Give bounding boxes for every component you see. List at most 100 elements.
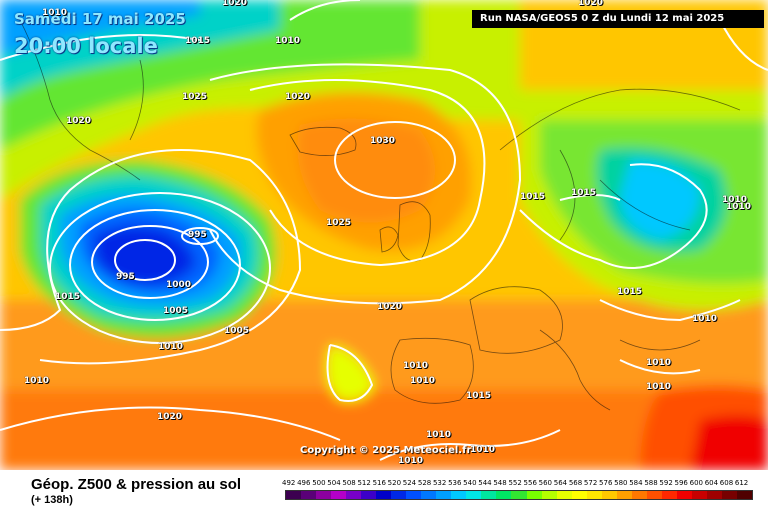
legend-tick-label: 604 xyxy=(704,479,719,487)
isobar-lines xyxy=(0,0,768,460)
legend-tick-label: 612 xyxy=(734,479,749,487)
isobar-label: 1010 xyxy=(403,361,429,371)
legend-color-swatch xyxy=(406,491,422,499)
isobar-label: 1010 xyxy=(726,202,752,212)
isobar-label: 1015 xyxy=(55,292,81,302)
legend-color-swatch xyxy=(481,491,497,499)
legend-color-swatch xyxy=(631,491,647,499)
legend-tick-label: 500 xyxy=(312,479,326,487)
isobar-label: 1010 xyxy=(470,445,496,455)
isobar-label: 1020 xyxy=(377,302,403,312)
legend-color-swatch xyxy=(646,491,662,499)
legend-tick-labels: 492 496 500 504 508 512 516 520 524 528 532 536 540 5… xyxy=(282,479,751,489)
legend-tick-label: 592 xyxy=(659,479,673,487)
isobar-label: 1030 xyxy=(370,136,396,146)
forecast-hour: (+ 138h) xyxy=(31,494,73,506)
legend-tick-label: 572 xyxy=(583,479,598,487)
legend-tick-label: 552 xyxy=(508,479,522,487)
legend-color-swatch xyxy=(361,491,377,499)
legend-color-swatch xyxy=(451,491,467,499)
legend-tick-label: 508 xyxy=(342,479,356,487)
legend-tick-label: 540 xyxy=(463,479,477,487)
geopotential-field xyxy=(0,0,768,470)
isobar-label: 1015 xyxy=(617,287,643,297)
isobar-label: 1025 xyxy=(182,92,208,102)
legend-color-swatch xyxy=(736,491,752,499)
legend-color-swatch xyxy=(511,491,527,499)
isobar-label: 1015 xyxy=(571,188,597,198)
legend-color-swatch xyxy=(421,491,437,499)
legend-tick-label: 556 xyxy=(523,479,537,487)
isobar-label: 1020 xyxy=(157,412,183,422)
isobar-label: 1010 xyxy=(722,195,748,205)
isobar-label: 1010 xyxy=(42,8,68,18)
legend-color-swatch xyxy=(286,491,302,499)
legend-color-swatch xyxy=(721,491,737,499)
legend-color-swatch xyxy=(496,491,512,499)
date-label: Samedi 17 mai 2025 xyxy=(14,10,186,28)
legend-tick-label: 548 xyxy=(493,479,507,487)
legend-tick-label: 528 xyxy=(417,479,432,487)
legend-tick-label: 496 xyxy=(297,479,311,487)
isobar-label: 1010 xyxy=(692,314,718,324)
isobar-label: 1015 xyxy=(520,192,546,202)
isobar-label: 1010 xyxy=(398,456,424,466)
map-title: Géop. Z500 & pression au sol xyxy=(31,476,242,493)
legend-color-swatch xyxy=(706,491,722,499)
legend-color-swatch xyxy=(586,491,602,499)
legend-color-scale xyxy=(285,490,753,500)
legend-color-swatch xyxy=(466,491,482,499)
legend-tick-label: 504 xyxy=(327,479,341,487)
legend-color-swatch xyxy=(691,491,707,499)
legend-tick-label: 576 xyxy=(599,479,613,487)
legend-color-swatch xyxy=(301,491,317,499)
legend-tick-label: 600 xyxy=(689,479,703,487)
legend-tick-label: 520 xyxy=(387,479,402,487)
legend-color-swatch xyxy=(661,491,677,499)
isobar-label: 1020 xyxy=(285,92,311,102)
legend-tick-label: 532 xyxy=(432,479,447,487)
legend-color-swatch xyxy=(601,491,617,499)
copyright-label: Copyright © 2025 Meteociel.fr xyxy=(300,445,472,456)
legend-color-swatch xyxy=(526,491,542,499)
time-label: 20:00 locale xyxy=(14,34,158,58)
isobar-label: 1010 xyxy=(24,376,50,386)
legend-color-swatch xyxy=(316,491,332,499)
isobar-label: 1025 xyxy=(326,218,352,228)
isobar-label: 1020 xyxy=(66,116,92,126)
isobar-label: 1005 xyxy=(163,306,189,316)
isobar-label: 1010 xyxy=(410,376,436,386)
color-field xyxy=(0,0,768,470)
legend-color-swatch xyxy=(541,491,557,499)
isobar-label: 995 xyxy=(116,272,135,282)
legend-tick-label: 588 xyxy=(644,479,658,487)
legend-color-swatch xyxy=(436,491,452,499)
legend-color-swatch xyxy=(616,491,632,499)
legend-tick-label: 580 xyxy=(614,479,628,487)
map-footer: Géop. Z500 & pression au sol (+ 138h) 49… xyxy=(0,470,768,512)
legend-tick-label: 564 xyxy=(553,479,568,487)
legend-color-swatch xyxy=(556,491,572,499)
legend-tick-label: 560 xyxy=(538,479,553,487)
coastlines xyxy=(19,19,741,411)
isobar-label: 1020 xyxy=(578,0,604,8)
isobar-label: 1010 xyxy=(426,430,452,440)
run-info-box: Run NASA/GEOS5 0 Z du Lundi 12 mai 2025 xyxy=(472,10,764,28)
isobar-label: 1015 xyxy=(466,391,492,401)
legend-tick-label: 536 xyxy=(448,479,462,487)
isobar-label: 995 xyxy=(188,230,207,240)
legend-color-swatch xyxy=(391,491,407,499)
legend-color-swatch xyxy=(331,491,347,499)
legend-tick-label: 544 xyxy=(478,479,492,487)
legend-color-swatch xyxy=(676,491,692,499)
isobar-label: 1015 xyxy=(185,36,211,46)
legend-tick-label: 516 xyxy=(372,479,386,487)
isobar-label: 1010 xyxy=(646,382,672,392)
legend-color-swatch xyxy=(571,491,587,499)
legend-tick-label: 512 xyxy=(357,479,371,487)
legend-tick-label: 608 xyxy=(719,479,734,487)
legend-tick-label: 492 xyxy=(282,479,296,487)
legend-tick-label: 584 xyxy=(629,479,643,487)
legend-color-swatch xyxy=(346,491,362,499)
isobar-label: 1020 xyxy=(222,0,248,8)
